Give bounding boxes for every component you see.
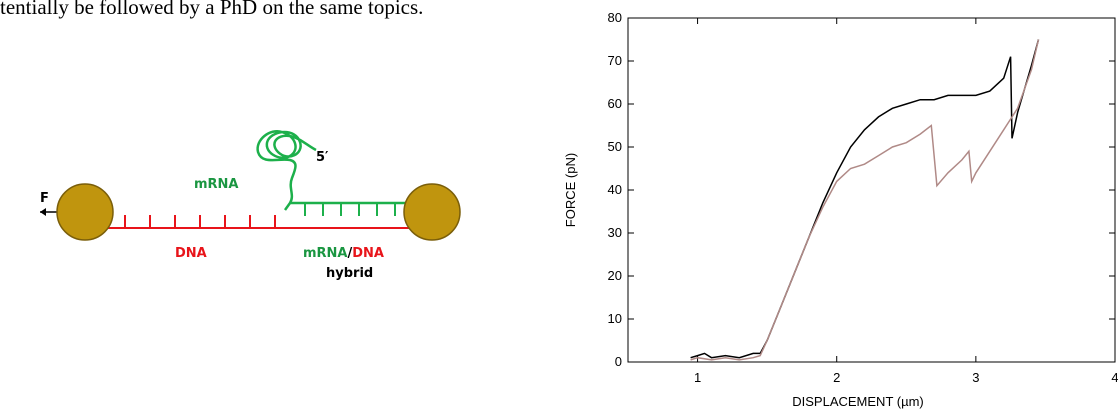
x-axis-title: DISPLACEMENT (µm) bbox=[792, 394, 924, 409]
y-tick-label: 40 bbox=[608, 182, 622, 197]
hybrid-slash: / bbox=[348, 246, 353, 261]
bead-right bbox=[403, 183, 461, 241]
y-tick-label: 70 bbox=[608, 53, 622, 68]
hybrid-word: hybrid bbox=[326, 266, 373, 281]
diagram: F mRNA 5′ DNA mRNA/DNA hybrid bbox=[40, 129, 461, 281]
five-prime-label: 5′ bbox=[316, 150, 329, 165]
force-curve bbox=[690, 39, 1040, 361]
y-axis-title: FORCE (pN) bbox=[563, 153, 578, 227]
x-tick-label: 2 bbox=[833, 370, 840, 385]
force-label: F bbox=[40, 191, 49, 206]
y-tick-label: 20 bbox=[608, 268, 622, 283]
hybrid-label: mRNA/DNA bbox=[303, 246, 384, 261]
body-text: tentially be followed by a PhD on the sa… bbox=[0, 0, 423, 19]
y-tick-label: 80 bbox=[608, 10, 622, 25]
dna-ticks bbox=[124, 215, 276, 228]
mrna-coil bbox=[256, 129, 317, 211]
y-tick-label: 0 bbox=[615, 354, 622, 369]
x-tick-label: 4 bbox=[1111, 370, 1118, 385]
hybrid-dna: DNA bbox=[352, 246, 384, 261]
y-tick-label: 60 bbox=[608, 96, 622, 111]
x-tick-label: 1 bbox=[694, 370, 701, 385]
x-tick-label: 3 bbox=[972, 370, 979, 385]
y-tick-label: 30 bbox=[608, 225, 622, 240]
y-tick-label: 50 bbox=[608, 139, 622, 154]
chart: DISPLACEMENT (µm) FORCE (pN) 0 10 20 30 40 50… bbox=[563, 10, 1118, 409]
mrna-label: mRNA bbox=[194, 177, 239, 192]
force-curve bbox=[690, 39, 1040, 359]
hybrid-mrna: mRNA bbox=[303, 246, 348, 261]
bead-left bbox=[56, 183, 114, 241]
plot-frame bbox=[627, 17, 1116, 363]
arrow-head bbox=[40, 208, 46, 216]
hybrid-ticks bbox=[304, 203, 396, 216]
y-tick-label: 10 bbox=[608, 311, 622, 326]
dna-label: DNA bbox=[175, 246, 207, 261]
